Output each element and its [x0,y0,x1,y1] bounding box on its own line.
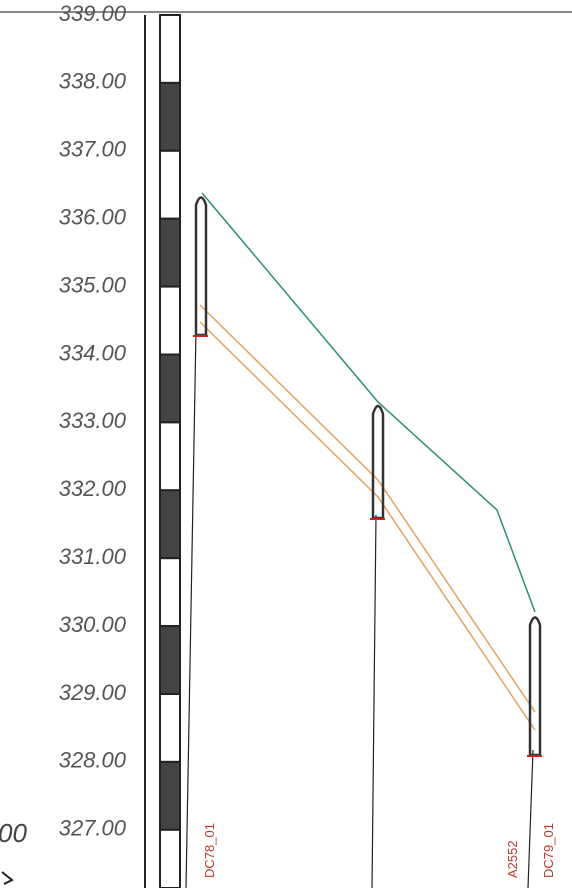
scale-block [159,285,181,356]
elevation-label: 328.00 [59,748,127,773]
manholes [194,196,542,757]
inverts [193,335,542,757]
elevation-label: 334.00 [59,340,127,365]
scale-block [159,81,181,152]
elevation-label: 329.00 [59,680,127,705]
elevation-label: 339.00 [59,1,127,26]
node-label: DC78_01 [202,823,217,878]
elevation-label: 337.00 [59,137,127,162]
scale-block [159,14,181,84]
scale-block [159,693,181,763]
scale-block [159,625,181,695]
scale-block [159,149,181,220]
pipe [199,304,536,731]
elevation-label: 333.00 [59,408,127,433]
scale-block [159,353,181,424]
scale-block [159,217,181,288]
scale-block [159,760,181,831]
node-label: A2552 [505,840,520,878]
elevation-label: 332.00 [59,476,127,501]
elevation-label: 336.00 [59,205,127,230]
scale-block [159,557,181,628]
scale-block [159,421,181,492]
elevation-labels: 339.00 338.00 337.00 336.00 335.00 334.00 333.… [59,1,127,841]
scale-block [159,489,181,560]
elevation-label: 330.00 [59,612,127,637]
elevation-label: 331.00 [59,544,127,569]
elevation-label: 338.00 [59,69,127,94]
scale-block [159,828,181,888]
scale-bar [144,14,181,888]
node-label: DC79_01 [541,823,556,878]
elevation-label: 335.00 [59,272,127,297]
fragment-text: 00 [0,818,27,848]
ground-line [201,192,536,613]
elevation-label: 327.00 [59,816,127,841]
structure-lines [185,329,534,888]
arrow-fragment [1,871,14,885]
